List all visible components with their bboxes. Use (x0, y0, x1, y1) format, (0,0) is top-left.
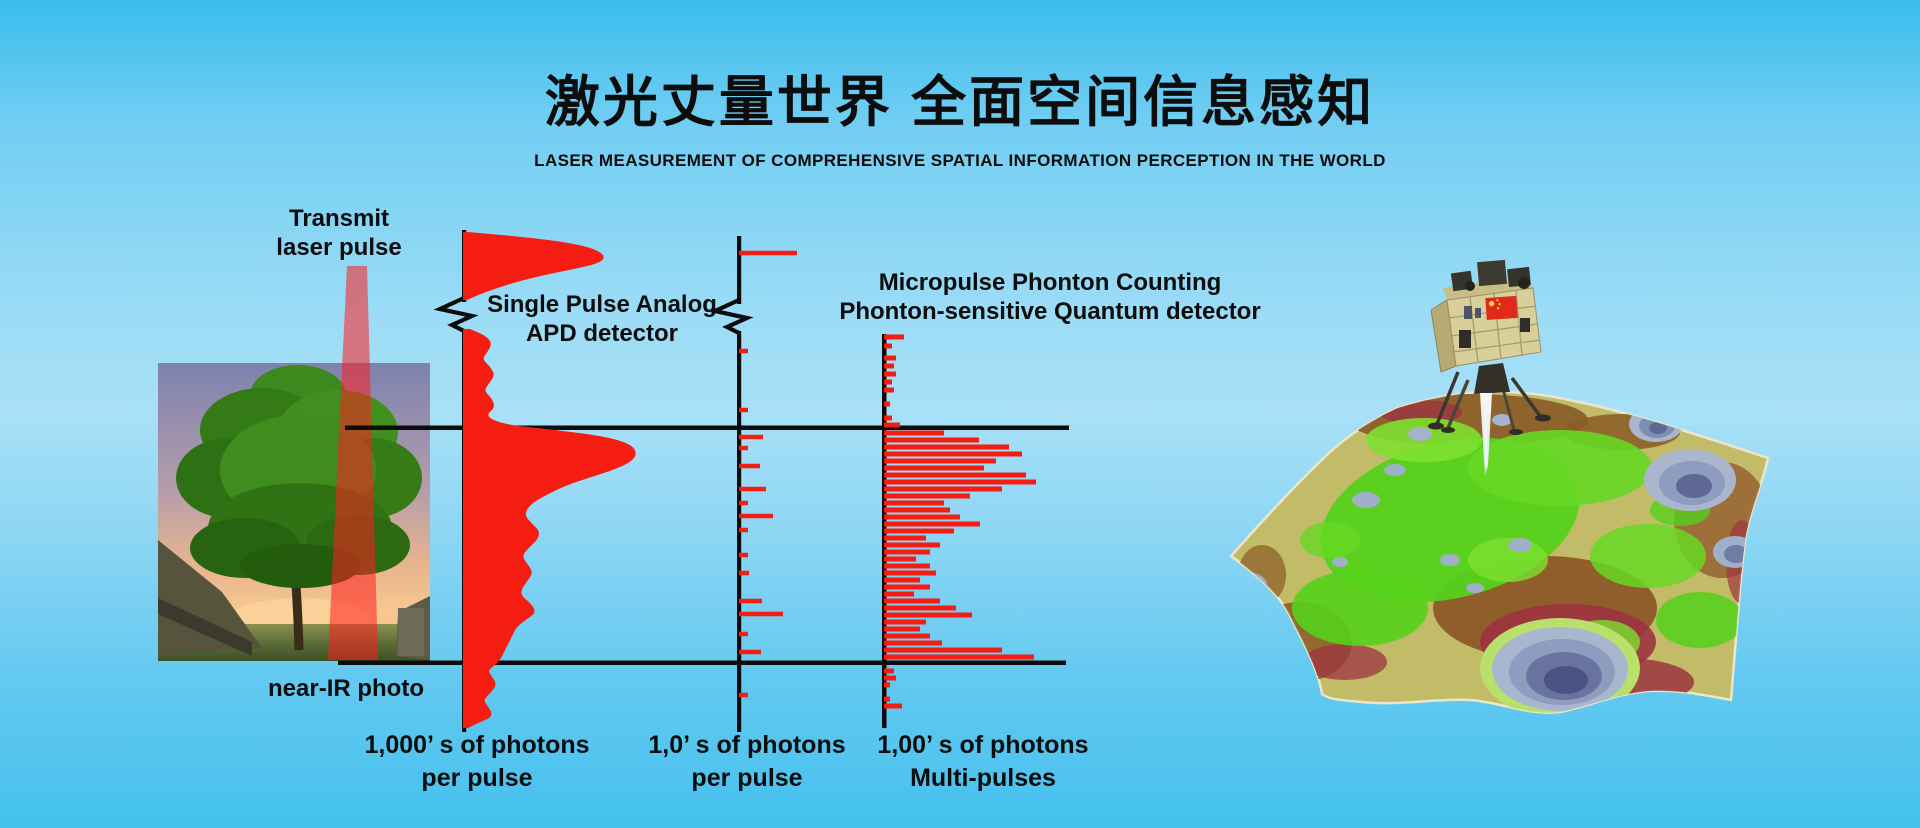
axis-break-squiggle (433, 296, 479, 333)
page-title: 激光丈量世界 全面空间信息感知 (544, 71, 1376, 133)
micropulse-plot-axis (708, 236, 754, 732)
left-hill (158, 540, 262, 655)
crater-medium (1644, 449, 1736, 511)
lander-top-equipment (1450, 259, 1531, 292)
apd-waveform (463, 232, 636, 728)
micropulse-bars (739, 250, 797, 698)
engine-nozzle (1474, 363, 1510, 394)
lander-body (1430, 276, 1542, 373)
apd-detector-label: Single Pulse Analog APD detector (487, 291, 717, 347)
ruin-wall (398, 608, 424, 656)
transmit-laser-pulse-label: Transmit laser pulse (276, 205, 402, 261)
lander-legs (1428, 371, 1551, 435)
quantum-detector-label: Micropulse Phonton Counting Phonton-sens… (839, 269, 1261, 325)
micropulse-footer-label: 1,0’ s of photons per pulse (648, 731, 846, 792)
page-subtitle: LASER MEASUREMENT OF COMPREHENSIVE SPATI… (534, 151, 1386, 170)
transmit-laser-beam (328, 266, 378, 660)
quantum-histogram-bars (884, 334, 1036, 709)
axis-break-squiggle (708, 298, 754, 335)
near-ir-photo-caption: near-IR photo (268, 675, 424, 702)
quantum-footer-label: 1,00’ s of photons Multi-pulses (877, 731, 1089, 792)
elevation-terrain-map (1229, 390, 1770, 714)
china-flag (1485, 295, 1518, 321)
apd-footer-label: 1,000’ s of photons per pulse (364, 731, 590, 792)
crater-large (1480, 618, 1640, 713)
stone-wall (158, 598, 252, 656)
canopy-top-line (345, 425, 1069, 430)
ground-line (338, 660, 1066, 665)
near-ir-photo (158, 363, 430, 661)
lunar-lander (1428, 259, 1551, 476)
